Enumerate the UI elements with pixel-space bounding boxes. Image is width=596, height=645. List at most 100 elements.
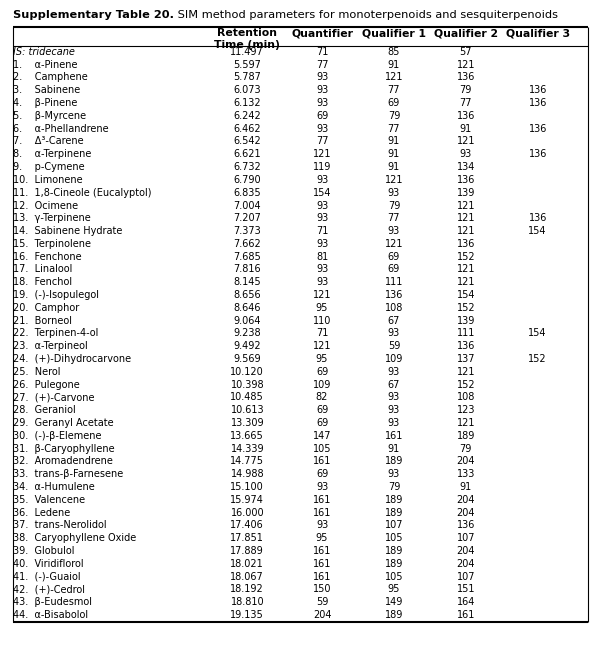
Text: 10.  Limonene: 10. Limonene (13, 175, 83, 185)
Text: 93: 93 (316, 239, 328, 249)
Text: 43.  β-Eudesmol: 43. β-Eudesmol (13, 597, 92, 608)
Text: 6.790: 6.790 (234, 175, 261, 185)
Text: 12.  Ocimene: 12. Ocimene (13, 201, 78, 210)
Text: 81: 81 (316, 252, 328, 262)
Text: 9.492: 9.492 (234, 341, 261, 352)
Text: 111: 111 (457, 328, 475, 339)
Text: 149: 149 (385, 597, 403, 608)
Text: 107: 107 (384, 521, 403, 530)
Text: 7.    Δ³-Carene: 7. Δ³-Carene (13, 137, 83, 146)
Text: 77: 77 (460, 98, 472, 108)
Text: 121: 121 (457, 226, 475, 236)
Text: 6.242: 6.242 (234, 111, 261, 121)
Text: 7.662: 7.662 (234, 239, 261, 249)
Text: 79: 79 (388, 111, 400, 121)
Text: 9.238: 9.238 (234, 328, 261, 339)
Text: 137: 137 (457, 354, 475, 364)
Text: 6.732: 6.732 (234, 162, 261, 172)
Text: 136: 136 (457, 341, 475, 352)
Text: 67: 67 (388, 380, 400, 390)
Text: 6.    α-Phellandrene: 6. α-Phellandrene (13, 124, 108, 134)
Text: 14.339: 14.339 (231, 444, 264, 453)
Text: 107: 107 (457, 571, 475, 582)
Text: 44.  α-Bisabolol: 44. α-Bisabolol (13, 610, 88, 620)
Text: 161: 161 (385, 431, 403, 441)
Text: 93: 93 (388, 418, 400, 428)
Text: 152: 152 (457, 380, 475, 390)
Text: 7.004: 7.004 (234, 201, 261, 210)
Text: 204: 204 (457, 508, 475, 518)
Text: 204: 204 (457, 457, 475, 466)
Text: 105: 105 (313, 444, 331, 453)
Text: 17.851: 17.851 (231, 533, 264, 543)
Text: 24.  (+)-Dihydrocarvone: 24. (+)-Dihydrocarvone (13, 354, 131, 364)
Text: 13.  γ-Terpinene: 13. γ-Terpinene (13, 213, 91, 223)
Text: Retention
Time (min): Retention Time (min) (215, 28, 280, 50)
Text: 22.  Terpinen-4-ol: 22. Terpinen-4-ol (13, 328, 98, 339)
Text: 136: 136 (529, 98, 547, 108)
Text: 14.775: 14.775 (230, 457, 264, 466)
Text: 136: 136 (457, 521, 475, 530)
Text: 189: 189 (385, 495, 403, 505)
Text: 136: 136 (385, 290, 403, 300)
Text: 93: 93 (316, 521, 328, 530)
Text: 17.889: 17.889 (231, 546, 264, 556)
Text: 79: 79 (388, 201, 400, 210)
Text: 161: 161 (313, 546, 331, 556)
Text: 154: 154 (529, 226, 547, 236)
Text: 91: 91 (388, 149, 400, 159)
Text: 161: 161 (457, 610, 475, 620)
Text: 95: 95 (316, 354, 328, 364)
Text: 7.207: 7.207 (234, 213, 261, 223)
Text: 136: 136 (529, 85, 547, 95)
Text: 69: 69 (316, 418, 328, 428)
Text: 121: 121 (457, 264, 475, 275)
Text: 91: 91 (388, 162, 400, 172)
Text: 5.787: 5.787 (234, 72, 261, 83)
Text: 91: 91 (388, 444, 400, 453)
Text: 121: 121 (457, 367, 475, 377)
Text: Supplementary Table 20.: Supplementary Table 20. (13, 10, 174, 20)
Text: 136: 136 (457, 239, 475, 249)
Text: 161: 161 (313, 457, 331, 466)
Text: 14.988: 14.988 (231, 470, 264, 479)
Text: 35.  Valencene: 35. Valencene (13, 495, 85, 505)
Text: 91: 91 (388, 60, 400, 70)
Text: Qualifier 2: Qualifier 2 (434, 28, 498, 38)
Text: 36.  Ledene: 36. Ledene (13, 508, 70, 518)
Text: 121: 121 (384, 175, 403, 185)
Text: 79: 79 (460, 85, 472, 95)
Text: 139: 139 (457, 188, 475, 198)
Text: 152: 152 (529, 354, 547, 364)
Text: 164: 164 (457, 597, 475, 608)
Text: 7.685: 7.685 (234, 252, 261, 262)
Text: 19.135: 19.135 (231, 610, 264, 620)
Text: Qualifier 3: Qualifier 3 (505, 28, 570, 38)
Text: 10.398: 10.398 (231, 380, 264, 390)
Text: 121: 121 (457, 201, 475, 210)
Text: 77: 77 (387, 124, 400, 134)
Text: 93: 93 (388, 405, 400, 415)
Text: 79: 79 (460, 444, 472, 453)
Text: 10.613: 10.613 (231, 405, 264, 415)
Text: 18.021: 18.021 (231, 559, 264, 569)
Text: 23.  α-Terpineol: 23. α-Terpineol (13, 341, 88, 352)
Text: 150: 150 (313, 584, 331, 595)
Text: 93: 93 (316, 264, 328, 275)
Text: 57: 57 (460, 47, 472, 57)
Text: 136: 136 (457, 72, 475, 83)
Text: 109: 109 (313, 380, 331, 390)
Text: 133: 133 (457, 470, 475, 479)
Text: 9.    p-Cymene: 9. p-Cymene (13, 162, 85, 172)
Text: 9.569: 9.569 (234, 354, 261, 364)
Text: 6.835: 6.835 (234, 188, 261, 198)
Text: 93: 93 (316, 482, 328, 492)
Text: 136: 136 (529, 149, 547, 159)
Text: 95: 95 (388, 584, 400, 595)
Text: 69: 69 (316, 405, 328, 415)
Text: 20.  Camphor: 20. Camphor (13, 303, 79, 313)
Text: 7.816: 7.816 (234, 264, 261, 275)
Text: 121: 121 (457, 137, 475, 146)
Text: 18.192: 18.192 (231, 584, 264, 595)
Text: 17.  Linalool: 17. Linalool (13, 264, 72, 275)
